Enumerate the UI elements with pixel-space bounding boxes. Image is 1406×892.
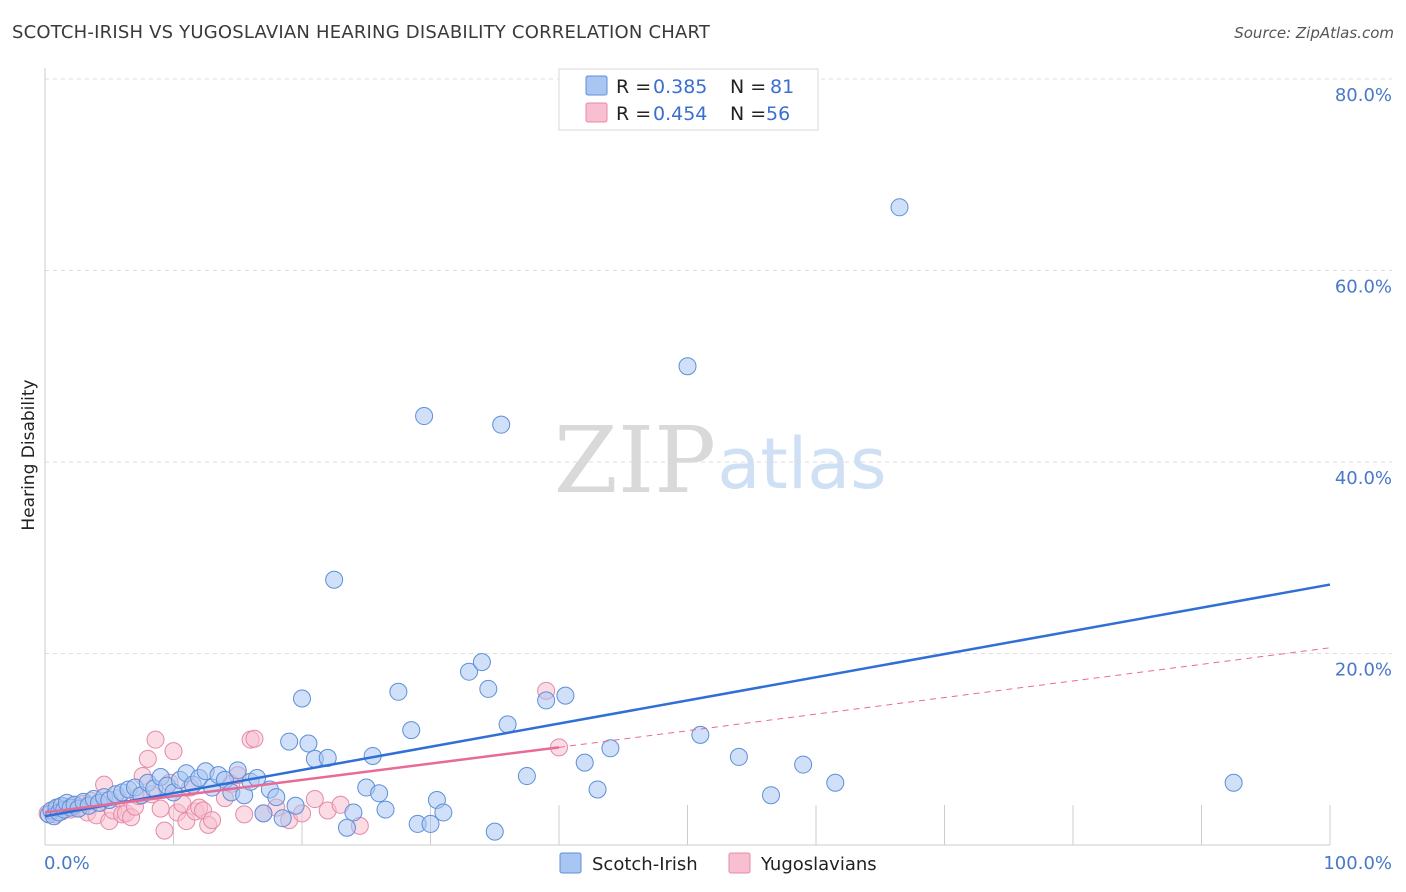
legend-r-value-1: 0.385 (653, 76, 707, 98)
scotch-irish-point (402, 721, 421, 740)
scotch-irish-point (762, 786, 781, 805)
legend-r-label-2: R = (616, 103, 651, 125)
scotch-irish-point (280, 732, 299, 751)
scotch-irish-point (434, 803, 453, 822)
scotch-irish-point (794, 755, 813, 774)
scotch-irish-point (485, 822, 504, 841)
source-label: Source: ZipAtlas.com (1234, 24, 1394, 42)
scotch-irish-point (1224, 773, 1243, 792)
watermark-atlas: atlas (717, 423, 886, 505)
scotch-irish-point (421, 814, 440, 833)
grid: 20.0% 40.0% 60.0% 80.0% (45, 78, 1392, 681)
y-tick-label: 60.0% (1335, 277, 1392, 298)
scotch-irish-point (575, 753, 594, 772)
scotch-irish-point (890, 198, 909, 217)
scotch-irish-point (588, 780, 607, 799)
legend: R = 0.385 N = 81 R = 0.454 N = 56 (558, 68, 819, 131)
scotch-irish-point (517, 767, 536, 786)
legend-n-label-2: N = (730, 103, 766, 125)
legend-r-label-1: R = (616, 76, 651, 98)
y-tick-label: 80.0% (1335, 85, 1392, 106)
bottom-legend: Scotch-Irish Yugoslavians (559, 852, 877, 875)
legend-n-value-1: 81 (770, 76, 794, 98)
chart-title: SCOTCH-IRISH VS YUGOSLAVIAN HEARING DISA… (12, 22, 711, 43)
scotch-irish-point (376, 800, 395, 819)
scotch-irish-point (472, 653, 491, 672)
axes: 0.0% 100.0% (44, 68, 1392, 874)
y-tick-label: 40.0% (1335, 468, 1392, 489)
scotch-irish-point (537, 691, 556, 710)
yugoslavian-trend-line (44, 746, 560, 814)
x-tick-label-min: 0.0% (44, 853, 90, 874)
scotch-irish-point (228, 761, 247, 780)
scotch-irish-point (556, 686, 575, 705)
scotch-irish-point (293, 689, 311, 708)
scotch-irish-point (678, 357, 697, 376)
legend-r-value-2: 0.454 (653, 103, 707, 125)
scotch-irish-point (498, 715, 517, 734)
scotch-irish-point (389, 682, 408, 701)
yugoslavian-point (138, 749, 157, 768)
scotch-irish-point (299, 734, 318, 753)
scotch-irish-point (325, 570, 344, 589)
scotch-irish-trend-line (44, 583, 1331, 818)
scotch-irish-point (267, 788, 286, 807)
scotch-irish-point (479, 679, 498, 698)
yugoslavian-point (245, 729, 264, 748)
bottom-legend-label-scotch-irish: Scotch-Irish (592, 854, 698, 875)
bottom-legend-swatch-yugoslavians (728, 852, 751, 874)
yugoslavian-point (235, 805, 254, 824)
yugoslavian-point (305, 790, 324, 809)
scotch-irish-point (344, 803, 363, 822)
scotch-irish-point (254, 804, 273, 823)
yugoslavian-point (164, 742, 183, 761)
scotch-irish-point (492, 415, 511, 434)
trend-lines (44, 583, 1331, 818)
yugoslavian-point (203, 811, 222, 830)
yugoslavian-point (155, 821, 174, 840)
yugoslavian-trend-extension (558, 647, 1331, 748)
data-points (38, 198, 1243, 841)
yugoslavian-point (146, 730, 165, 749)
scotch-irish-point (415, 407, 434, 426)
y-axis-label: Hearing Disability (19, 379, 39, 530)
scotch-irish-point (273, 809, 292, 828)
legend-n-label-1: N = (730, 76, 766, 98)
legend-swatch-scotch-irish (585, 75, 608, 96)
scotch-irish-point (286, 796, 305, 815)
scotch-irish-point (601, 739, 620, 758)
scotch-irish-point (826, 773, 845, 792)
scotch-irish-point (729, 747, 748, 766)
x-tick-label-max: 100.0% (1323, 853, 1392, 874)
legend-swatch-yugoslavians (585, 102, 608, 123)
scotch-irish-point (460, 662, 479, 681)
yugoslavian-point (151, 799, 170, 818)
scotch-irish-point (691, 725, 710, 744)
scotch-irish-point (337, 818, 356, 837)
bottom-legend-swatch-scotch-irish (559, 852, 582, 874)
watermark-zip: ZIP (554, 407, 716, 514)
bottom-legend-label-yugoslavians: Yugoslavians (760, 854, 877, 875)
y-tick-label: 20.0% (1335, 660, 1392, 681)
scotch-irish-point (370, 784, 389, 803)
legend-n-value-2: 56 (766, 103, 790, 125)
